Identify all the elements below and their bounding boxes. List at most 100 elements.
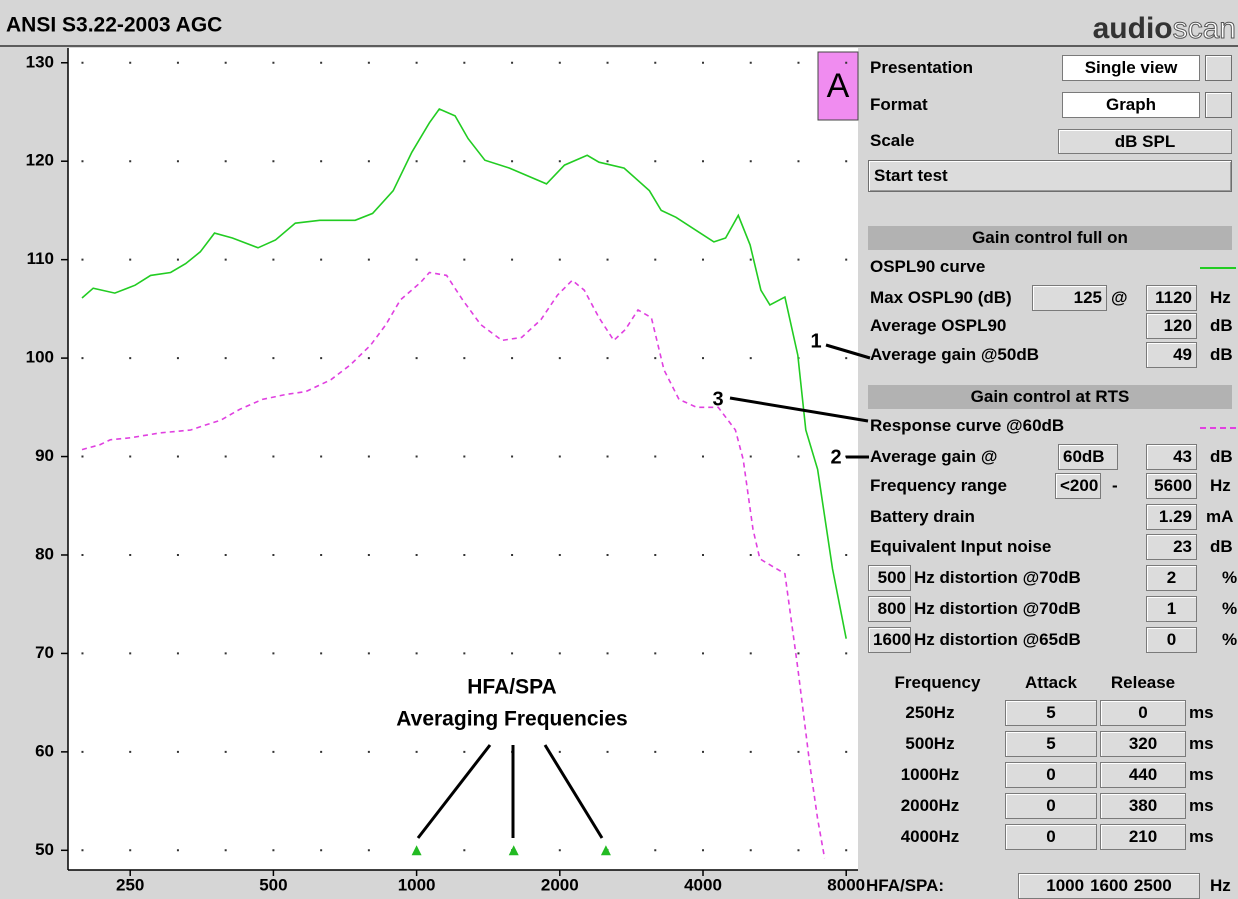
title-bar [0, 0, 1238, 45]
hfa-frequency: 2500 [1133, 876, 1172, 895]
label: % [1222, 599, 1238, 618]
value-box: 500 [868, 565, 911, 591]
y-tick-label: 100 [26, 348, 54, 367]
label: Equivalent Input noise [870, 537, 1052, 556]
value-box: 5600 [1146, 473, 1197, 499]
column-header: Frequency [894, 673, 981, 692]
label: Presentation [870, 58, 973, 77]
y-tick-label: 120 [26, 151, 54, 170]
legend-label: Response curve @60dB [870, 416, 1065, 435]
value-box: 43 [1146, 444, 1197, 470]
value-box: 125 [1032, 285, 1107, 311]
section-heading: Gain control full on [868, 226, 1232, 250]
y-tick-label: 60 [35, 741, 54, 760]
logo-bold: audio [1093, 12, 1173, 45]
leader-line [416, 744, 492, 839]
hfa-marker [600, 845, 611, 856]
value-box: 0 [1005, 793, 1097, 819]
label: mA [1206, 507, 1234, 526]
label: % [1222, 630, 1238, 649]
hfa-marker [508, 845, 519, 856]
label: 250Hz [905, 703, 955, 722]
value-box: 0 [1005, 824, 1097, 850]
leader-line [543, 744, 604, 839]
label: 2000Hz [900, 796, 960, 815]
label: 500Hz [905, 734, 955, 753]
label: Hz [1210, 476, 1231, 495]
callout-line [825, 343, 871, 360]
hfa-box: 1000 1600 2500 [1018, 873, 1200, 899]
value-box: 1 [1146, 596, 1197, 622]
setting-button[interactable]: Single view [1062, 55, 1200, 81]
view-badge [817, 51, 859, 121]
label: dB [1210, 447, 1233, 466]
callout: 1 [810, 330, 821, 352]
logo: audioscan [1093, 12, 1236, 45]
hfa-marker [411, 845, 422, 856]
logo-light: scan [1173, 12, 1236, 45]
label: Max OSPL90 (dB) [870, 288, 1012, 307]
value-box: 440 [1100, 762, 1186, 788]
value-box: 1120 [1146, 285, 1197, 311]
plot: 50 60 70 80 90 100 110 120 130 250 500 1000 2000 4000… [26, 48, 865, 894]
label: % [1222, 568, 1238, 587]
label: Average OSPL90 [870, 316, 1007, 335]
y-tick-label: 130 [26, 52, 54, 71]
value-box: 5 [1005, 731, 1097, 757]
label: ms [1189, 734, 1214, 753]
y-tick-label: 110 [27, 249, 54, 268]
label: Hz distortion @65dB [914, 630, 1081, 649]
leaders [416, 343, 871, 839]
column-header: Release [1110, 673, 1176, 692]
column-header: Attack [1025, 673, 1077, 692]
label: ms [1189, 703, 1214, 722]
label: Frequency range [870, 476, 1007, 495]
checkbox[interactable] [1205, 92, 1232, 118]
value-box: 60dB [1058, 444, 1118, 470]
value-box: 23 [1146, 534, 1197, 560]
label: ms [1189, 765, 1214, 784]
label: ms [1189, 796, 1214, 815]
value-box: <200 [1055, 473, 1101, 499]
label: Average gain @ [870, 447, 998, 466]
view-label: A [827, 67, 850, 105]
value-box: 320 [1100, 731, 1186, 757]
x-tick-label: 8000 [827, 875, 865, 894]
label: @ [1111, 288, 1128, 307]
y-tick-label: 80 [35, 544, 54, 563]
setting-value: dB SPL [1058, 129, 1232, 154]
label: 4000Hz [900, 827, 960, 846]
value-box: 5 [1005, 700, 1097, 726]
label: Battery drain [870, 507, 975, 526]
value-box: 800 [868, 596, 911, 622]
checkbox[interactable] [1205, 55, 1232, 81]
screen-title: ANSI S3.22-2003 AGC [6, 14, 222, 37]
y-tick-label: 50 [35, 840, 54, 859]
x-tick-label: 250 [116, 875, 144, 894]
callout: 3 [712, 388, 723, 410]
hfa-frequency: 1000 [1046, 876, 1085, 895]
value-box: 0 [1100, 700, 1186, 726]
value-box: 0 [1146, 627, 1197, 653]
legend-label: OSPL90 curve [870, 257, 986, 276]
x-tick-label: 1000 [398, 875, 436, 894]
value-box: 210 [1100, 824, 1186, 850]
section-heading: Gain control at RTS [868, 385, 1232, 409]
plot-area [68, 48, 858, 870]
y-tick-label: 90 [35, 446, 54, 465]
value-box: 1.29 [1146, 504, 1197, 530]
label: HFA/SPA: [866, 876, 945, 895]
start-button[interactable]: Start test [868, 160, 1232, 192]
y-tick-label: 70 [35, 643, 54, 662]
label: dB [1210, 316, 1233, 335]
callout-line [729, 396, 869, 423]
setting-button[interactable]: Graph [1062, 92, 1200, 118]
value-box: 2 [1146, 565, 1197, 591]
value-box: 380 [1100, 793, 1186, 819]
label: Average gain @50dB [870, 345, 1040, 364]
x-tick-label: 4000 [684, 875, 722, 894]
value-box: 1600 [868, 627, 911, 653]
